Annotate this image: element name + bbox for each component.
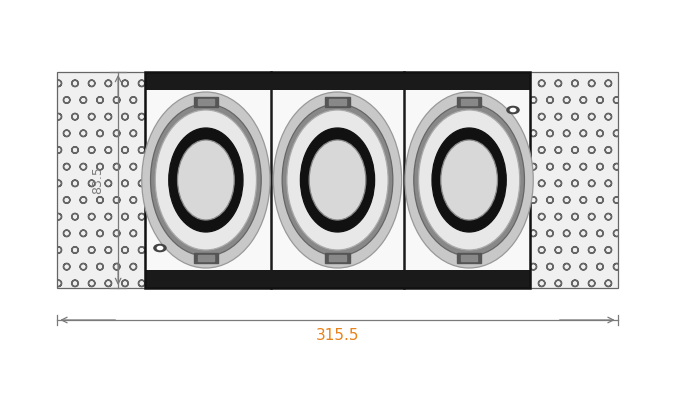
Bar — [194, 97, 218, 107]
Bar — [194, 253, 218, 263]
Ellipse shape — [300, 128, 375, 232]
Circle shape — [507, 106, 519, 114]
Bar — [145, 72, 530, 288]
Ellipse shape — [273, 92, 402, 268]
Circle shape — [157, 246, 163, 250]
Bar — [145, 270, 530, 288]
Bar — [198, 99, 214, 105]
Text: 83.5: 83.5 — [91, 166, 105, 194]
Bar — [145, 72, 530, 288]
Ellipse shape — [414, 104, 524, 256]
Ellipse shape — [282, 104, 393, 256]
Text: 315.5: 315.5 — [316, 328, 359, 344]
Bar — [457, 97, 481, 107]
Circle shape — [510, 108, 516, 112]
Ellipse shape — [432, 128, 506, 232]
Bar — [325, 97, 350, 107]
Ellipse shape — [441, 140, 497, 220]
Bar — [461, 99, 477, 105]
Ellipse shape — [309, 140, 366, 220]
Ellipse shape — [178, 140, 234, 220]
Bar — [461, 255, 477, 261]
Bar — [145, 72, 530, 90]
Circle shape — [154, 244, 166, 252]
Bar — [198, 255, 214, 261]
Bar — [530, 72, 618, 288]
Ellipse shape — [142, 92, 270, 268]
Ellipse shape — [418, 110, 520, 250]
Bar — [329, 99, 346, 105]
Ellipse shape — [169, 128, 243, 232]
Bar — [457, 253, 481, 263]
Ellipse shape — [151, 104, 261, 256]
Bar — [329, 255, 346, 261]
Ellipse shape — [405, 92, 533, 268]
Bar — [57, 72, 145, 288]
Ellipse shape — [287, 110, 388, 250]
Ellipse shape — [155, 110, 256, 250]
Bar — [325, 253, 350, 263]
